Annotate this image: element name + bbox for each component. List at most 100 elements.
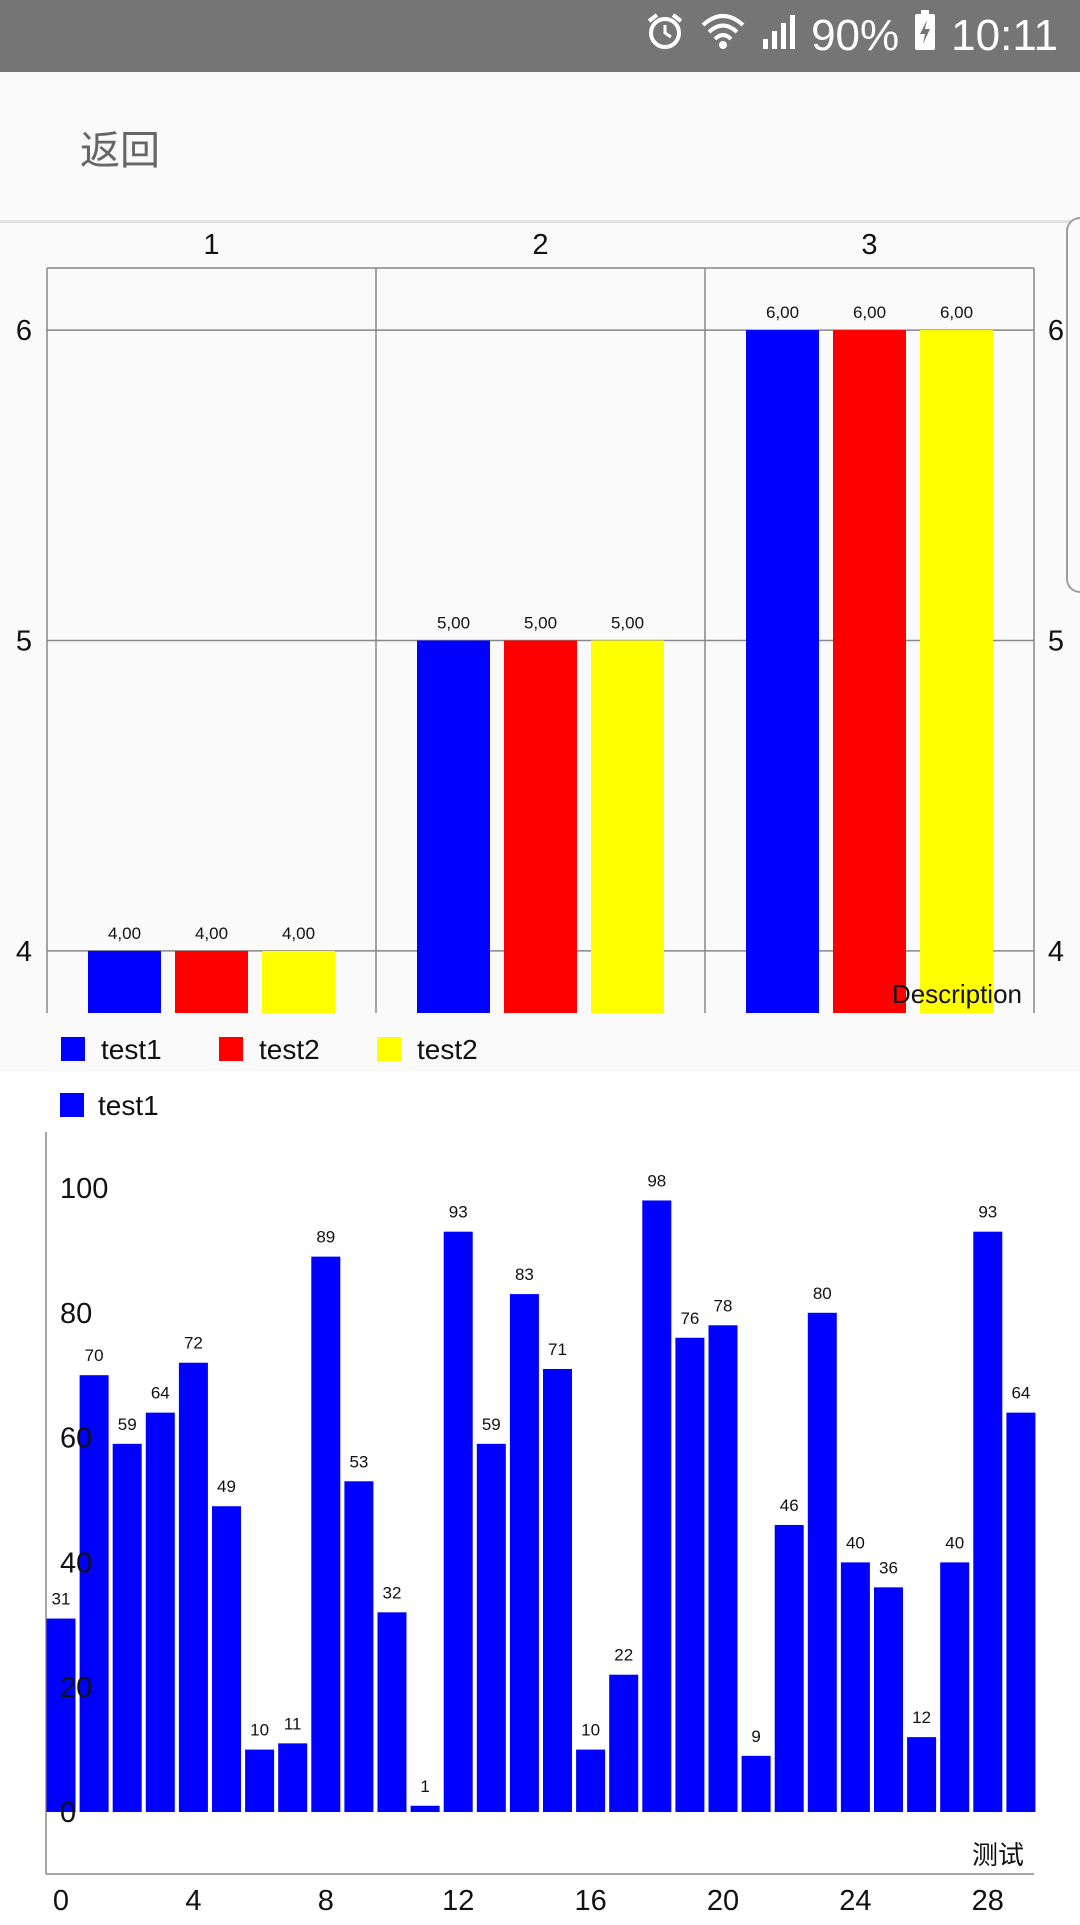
- chart1-value-label: 6,00: [766, 303, 799, 322]
- chart2-bar: [543, 1369, 572, 1812]
- chart1-value-label: 6,00: [940, 303, 973, 322]
- chart2-value-label: 78: [714, 1296, 733, 1315]
- chart1-bar: [591, 641, 664, 1014]
- clock: 10:11: [951, 11, 1058, 61]
- chart2-bar: [378, 1612, 407, 1812]
- chart1-bar: [746, 330, 819, 1013]
- chart2-bar: [47, 1619, 76, 1812]
- chart1-y-tick-left: 5: [16, 626, 32, 658]
- chart2-bar: [973, 1232, 1002, 1812]
- chart2-value-label: 9: [751, 1727, 760, 1746]
- chart2-bar: [907, 1737, 936, 1812]
- chart1-x-tick: 1: [203, 229, 219, 261]
- battery-charging-icon: [913, 10, 937, 63]
- chart1-value-label: 4,00: [282, 924, 315, 943]
- chart2-bar: [113, 1444, 142, 1812]
- chart2-y-tick: 20: [60, 1672, 92, 1704]
- chart2-bar: [212, 1506, 241, 1812]
- chart2-bar: [576, 1750, 605, 1812]
- chart2-legend-label: test1: [98, 1090, 159, 1121]
- chart2-y-tick: 60: [60, 1423, 92, 1455]
- chart2-value-label: 11: [284, 1714, 302, 1733]
- grouped-bar-chart-svg: 4 4 5 5 6 6 1 2 3 4,00 4,00 4,00 5,00 5,00 5,00 6,00 6,0…: [0, 223, 1080, 1071]
- chart1-y-tick-left: 4: [16, 936, 32, 968]
- chart1-legend-label: test1: [101, 1034, 162, 1065]
- chart1-legend-swatch: [219, 1037, 243, 1061]
- back-button[interactable]: 返回: [80, 118, 160, 176]
- signal-icon: [761, 11, 797, 62]
- chart2-bar: [444, 1232, 473, 1812]
- chart2-bar: [510, 1294, 539, 1812]
- chart1-value-label: 5,00: [437, 614, 470, 633]
- status-bar: 90% 10:11: [0, 0, 1080, 72]
- chart1-x-tick: 3: [861, 229, 877, 261]
- chart2-bar: [742, 1756, 771, 1812]
- chart1-value-label: 5,00: [611, 614, 644, 633]
- chart2-y-tick: 40: [60, 1547, 92, 1579]
- chart2-legend-swatch: [60, 1093, 84, 1117]
- chart2-bar: [775, 1525, 804, 1812]
- chart2-x-tick: 24: [839, 1885, 871, 1917]
- battery-percent: 90%: [811, 11, 899, 61]
- chart2-value-label: 64: [1011, 1384, 1030, 1403]
- chart2-bar: [311, 1257, 340, 1812]
- chart2-bar: [609, 1675, 638, 1812]
- scroll-handle[interactable]: [1066, 217, 1080, 593]
- bar-chart[interactable]: test1 31 70 59 64 72 49 10 11 89 53 32 1 93 59 83 71 10 22…: [0, 1071, 1080, 1920]
- chart2-x-tick: 8: [318, 1885, 334, 1917]
- chart2-value-label: 76: [680, 1309, 699, 1328]
- grouped-bar-chart[interactable]: 4 4 5 5 6 6 1 2 3 4,00 4,00 4,00 5,00 5,00 5,00 6,00 6,0…: [0, 223, 1080, 1071]
- chart2-value-label: 71: [548, 1340, 567, 1359]
- chart2-value-label: 53: [349, 1452, 368, 1471]
- chart2-bar: [808, 1313, 837, 1812]
- alarm-icon: [645, 11, 685, 62]
- chart2-bar: [411, 1806, 440, 1812]
- chart2-value-label: 49: [217, 1477, 236, 1496]
- chart2-value-label: 64: [151, 1384, 170, 1403]
- app-bar: 返回: [0, 72, 1080, 223]
- chart1-y-tick-right: 4: [1048, 936, 1064, 968]
- chart2-x-tick: 28: [972, 1885, 1004, 1917]
- chart2-bar: [841, 1562, 870, 1812]
- chart2-x-tick: 4: [185, 1885, 201, 1917]
- chart1-y-tick-left: 6: [16, 315, 32, 347]
- chart2-value-label: 72: [184, 1334, 203, 1353]
- chart2-bar: [675, 1338, 704, 1812]
- chart2-value-label: 93: [978, 1203, 997, 1222]
- chart2-bar: [1006, 1413, 1035, 1812]
- chart2-value-label: 32: [383, 1583, 402, 1602]
- chart1-value-label: 5,00: [524, 614, 557, 633]
- chart2-bar: [709, 1325, 738, 1812]
- chart2-value-label: 59: [482, 1415, 501, 1434]
- chart1-value-label: 4,00: [108, 924, 141, 943]
- chart1-y-tick-right: 5: [1048, 626, 1064, 658]
- chart2-value-label: 22: [614, 1646, 633, 1665]
- chart2-value-label: 36: [879, 1558, 898, 1577]
- chart2-bar: [642, 1200, 671, 1812]
- chart2-value-label: 89: [316, 1228, 335, 1247]
- chart1-bar: [833, 330, 906, 1013]
- chart2-value-label: 98: [647, 1171, 666, 1190]
- chart1-bar: [262, 951, 335, 1013]
- chart2-value-label: 93: [449, 1203, 468, 1222]
- chart2-value-label: 1: [420, 1777, 429, 1796]
- chart2-value-label: 46: [780, 1496, 799, 1515]
- chart1-bar: [920, 330, 993, 1013]
- chart2-value-label: 83: [515, 1265, 534, 1284]
- chart2-y-tick: 0: [60, 1797, 76, 1829]
- chart2-bar: [278, 1743, 307, 1812]
- chart2-bar: [344, 1481, 373, 1812]
- chart2-value-label: 80: [813, 1284, 832, 1303]
- chart2-bar: [245, 1750, 274, 1812]
- chart1-bar: [175, 951, 248, 1013]
- wifi-icon: [699, 11, 747, 62]
- chart1-bar: [504, 641, 577, 1014]
- chart2-value-label: 40: [846, 1533, 865, 1552]
- chart1-bar: [417, 641, 490, 1014]
- chart2-value-label: 40: [945, 1533, 964, 1552]
- chart2-bar: [874, 1587, 903, 1812]
- chart2-x-tick: 20: [707, 1885, 739, 1917]
- chart2-value-label: 70: [85, 1346, 104, 1365]
- chart2-x-tick: 0: [53, 1885, 69, 1917]
